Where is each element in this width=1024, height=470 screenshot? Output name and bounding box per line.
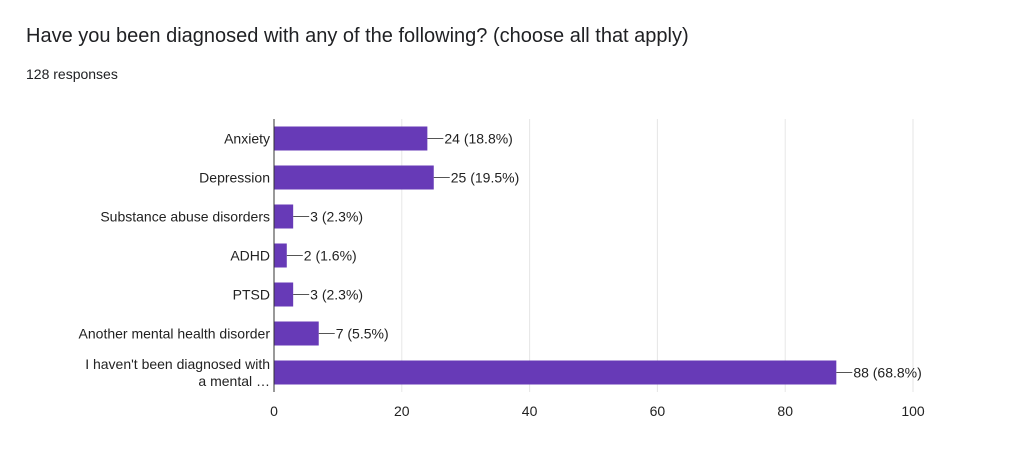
- x-tick-labels: 0 20 40 60 80 100: [270, 403, 925, 419]
- x-tick-label: 0: [270, 403, 278, 419]
- x-tick-label: 100: [901, 403, 925, 419]
- data-label: 3 (2.3%): [310, 209, 363, 225]
- x-tick-label: 40: [522, 403, 538, 419]
- data-label: 7 (5.5%): [336, 326, 389, 342]
- data-label: 88 (68.8%): [853, 365, 921, 381]
- data-label: 25 (19.5%): [451, 170, 519, 186]
- category-labels: Anxiety Depression Substance abuse disorde…: [79, 131, 271, 390]
- bar: [274, 243, 287, 268]
- response-count: 128 responses: [26, 66, 118, 82]
- category-label: I haven't been diagnosed with a mental …: [85, 356, 270, 389]
- x-tick-label: 60: [650, 403, 666, 419]
- bar: [274, 282, 294, 307]
- gridlines: [401, 119, 914, 392]
- category-label: Another mental health disorder: [79, 326, 271, 342]
- question-title: Have you been diagnosed with any of the …: [26, 25, 689, 47]
- x-tick-label: 20: [394, 403, 410, 419]
- data-labels: 24 (18.8%) 25 (19.5%) 3 (2.3%) 2 (1.6%) 3 (2…: [304, 131, 922, 381]
- leader-lines: [286, 138, 853, 373]
- x-tick-label: 80: [777, 403, 793, 419]
- category-label: Depression: [199, 170, 270, 186]
- bar: [274, 204, 294, 229]
- data-label: 24 (18.8%): [444, 131, 512, 147]
- category-label: PTSD: [233, 287, 270, 303]
- category-label: Substance abuse disorders: [100, 209, 270, 225]
- data-label: 3 (2.3%): [310, 287, 363, 303]
- bar: [274, 360, 837, 385]
- bar: [274, 126, 428, 151]
- bars: [274, 126, 837, 385]
- category-label: ADHD: [230, 248, 270, 264]
- bar: [274, 321, 319, 346]
- data-label: 2 (1.6%): [304, 248, 357, 264]
- bar: [274, 165, 434, 190]
- category-label: Anxiety: [224, 131, 270, 147]
